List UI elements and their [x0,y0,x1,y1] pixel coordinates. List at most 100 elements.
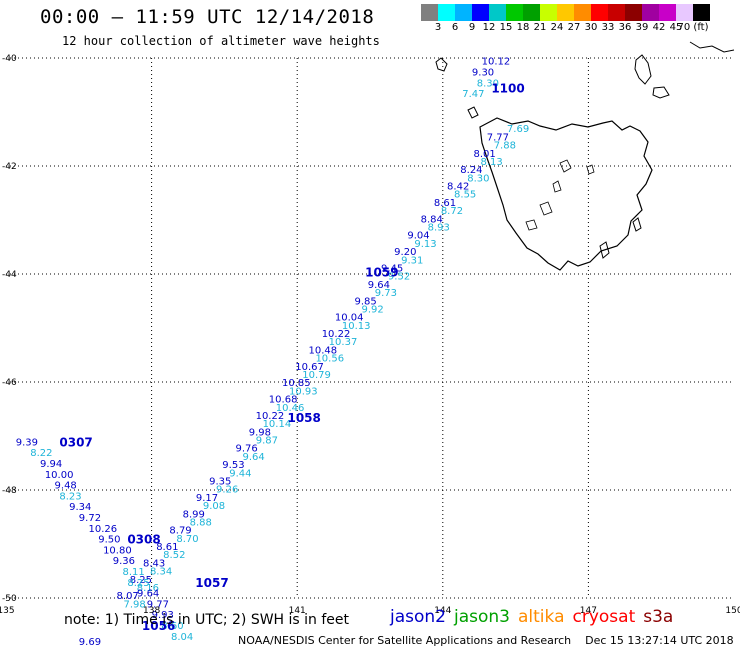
swh-label: 8.25 [127,578,149,589]
legend-tick-label: 27 [567,22,581,33]
track-swh-label: 7.69 [507,124,529,135]
y-tick-label: -42 [2,162,17,172]
legend-tick-label: 30 [584,22,598,33]
legend-swatch [659,4,676,21]
track-swh-label: 9.08 [203,501,225,512]
track-swh-label: 8.72 [441,206,463,217]
track-swh-label: 10.67 [295,362,324,373]
hunter-island [467,106,479,119]
track-swh-label: 8.24 [460,165,482,176]
axis-ticks: 135 138 141 144 147 150 -40 -42 -44 -46 -48 -50 [0,54,740,616]
legend-swatch [523,4,540,21]
legend-swatch [489,4,506,21]
lake-pedder [525,219,538,231]
track-swh-label: 8.42 [447,182,469,193]
track-swh-label: 8.30 [467,173,489,184]
legend-tick-label: 15 [499,22,513,33]
legend-tick-label: 33 [601,22,615,33]
legend-tick-label: 70 (ft) [677,22,709,33]
legend-tick-label: 24 [550,22,564,33]
legend-tick-label: 21 [533,22,547,33]
maria-island [632,217,642,232]
track-swh-label: 8.61 [156,542,178,553]
track-swh-label: 8.61 [434,198,456,209]
track-swh-label: 7.77 [487,132,509,143]
legend-swatch [421,4,438,21]
swh-label: 8.30 [477,78,499,89]
legend-swatch [472,4,489,21]
footer-note: note: 1) Time is in UTC; 2) SWH is in fe… [64,612,350,628]
swh-label: 9.94 [40,459,62,470]
track-swh-label: 10.22 [256,411,285,422]
track-swh-label: 9.31 [401,255,423,266]
cape-barren-island [652,86,670,99]
track-swh-label: 8.52 [163,550,185,561]
x-tick-label: 141 [289,606,306,616]
legend-swatch [455,4,472,21]
track-swh-label: 10.04 [335,313,364,324]
credit-line: NOAA/NESDIS Center for Satellite Applica… [238,634,734,647]
track-swh-label: 10.13 [342,321,371,332]
color-legend [421,4,710,21]
x-tick-label: 150 [725,606,740,616]
track-swh-label: 9.04 [407,231,429,242]
bruny-island [599,241,610,259]
track-swh-label: 9.53 [222,460,244,471]
tasmania-coastline [435,41,735,271]
page-title: 00:00 – 11:59 UTC 12/14/2018 [40,6,375,28]
y-tick-label: -48 [2,486,17,496]
track-swh-label: 8.34 [150,567,172,578]
swh-labels: 10.129.308.307.479.398.229.9410.009.488.… [16,57,511,649]
great-lake [559,159,572,173]
y-tick-label: -40 [2,54,17,64]
track-swh-label: 8.07 [117,591,139,602]
track-swh-label: 9.13 [414,239,436,250]
satellite-cryosat: cryosat [572,607,636,627]
legend-swatch [557,4,574,21]
lake-st-clair [552,180,562,193]
swh-label: 9.36 [113,556,135,567]
track-swh-label: 8.99 [183,509,205,520]
track-swh-label: 10.48 [308,345,337,356]
track-swh-label: 7.98 [124,599,146,610]
time-label: 1057 [195,576,228,590]
track-swh-label: 9.98 [249,427,271,438]
legend-swatch [625,4,642,21]
x-tick-label: 144 [434,606,451,616]
satellite-jason3: jason3 [454,607,510,627]
time-label: 0307 [59,435,92,449]
track-swh-label: 7.88 [494,141,516,152]
track-swh-label: 9.64 [243,452,265,463]
x-tick-label: 135 [0,606,15,616]
track-swh-label: 8.55 [454,190,476,201]
legend-swatch [693,4,710,21]
swh-label: 9.48 [55,481,77,492]
grid-lines [6,57,734,599]
y-tick-label: -44 [2,270,17,280]
swh-label: 9.50 [98,535,120,546]
swh-label: 8.11 [122,567,144,578]
track-swh-label: 10.68 [269,395,298,406]
track-swh-label: 9.52 [388,272,410,283]
track-swh-label: 8.25 [130,575,152,586]
track-swh-label: 9.26 [216,485,238,496]
satellite-jason2: jason2 [390,607,446,627]
time-label: 1059 [365,265,398,279]
credit-text: NOAA/NESDIS Center for Satellite Applica… [238,634,572,647]
legend-tick-label: 6 [451,22,459,33]
track-swh-label: 10.46 [276,403,305,414]
track-swh-label: 10.85 [282,378,311,389]
track-swh-label: 9.44 [229,468,251,479]
swh-label: 8.04 [171,632,193,643]
satellite-track: 7.697.777.888.018.138.248.308.428.558.61… [117,124,530,610]
legend-swatch [608,4,625,21]
lake-gordon [539,201,553,216]
x-tick-label: 147 [580,606,597,616]
track-swh-label: 9.85 [355,296,377,307]
track-swh-label: 10.14 [263,419,292,430]
time-labels: 1100 1059 1058 0307 0308 1057 1056 [59,82,524,633]
swh-label: 10.00 [45,470,74,481]
track-swh-label: 9.45 [381,263,403,274]
swh-label: 9.93 [152,610,174,621]
